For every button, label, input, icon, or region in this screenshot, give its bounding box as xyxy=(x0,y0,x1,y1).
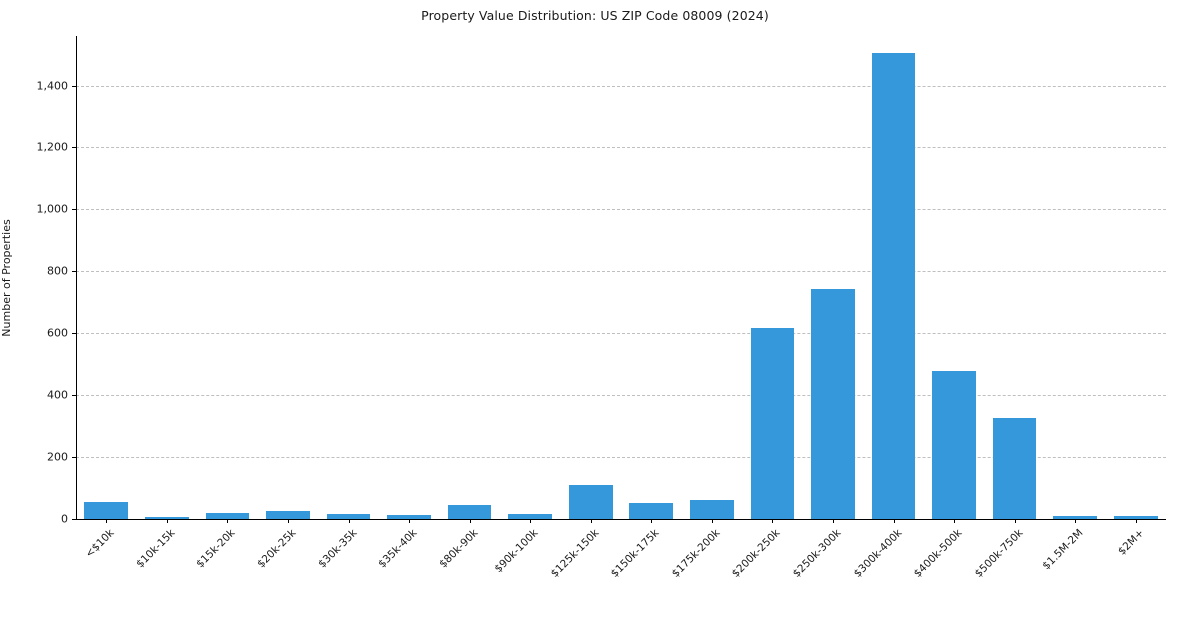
y-tick-mark xyxy=(72,209,76,211)
bar[interactable] xyxy=(387,515,431,519)
bar[interactable] xyxy=(568,484,613,519)
y-tick-label: 1,000 xyxy=(36,202,69,216)
x-tick-mark xyxy=(348,519,350,523)
bar[interactable] xyxy=(326,514,371,519)
bar[interactable] xyxy=(1053,515,1097,519)
y-tick-label: 400 xyxy=(47,388,68,402)
bar-series xyxy=(76,36,1166,519)
y-tick-label: 600 xyxy=(47,326,68,340)
bar[interactable] xyxy=(871,52,916,519)
x-tick-mark xyxy=(1075,519,1077,523)
chart-title: Property Value Distribution: US ZIP Code… xyxy=(421,8,769,23)
bar[interactable] xyxy=(205,513,250,519)
y-tick-mark xyxy=(72,457,76,459)
bar[interactable] xyxy=(508,514,552,519)
x-tick-mark xyxy=(832,519,834,523)
chart-figure: Property Value Distribution: US ZIP Code… xyxy=(0,8,1166,580)
gridline xyxy=(76,209,1166,211)
x-tick-mark xyxy=(893,519,895,523)
y-tick-mark xyxy=(72,271,76,273)
bar[interactable] xyxy=(84,501,129,519)
x-axis-line xyxy=(76,519,1166,520)
x-tick-mark xyxy=(106,519,108,523)
bar[interactable] xyxy=(690,500,734,519)
gridline xyxy=(76,457,1166,459)
gridline xyxy=(76,271,1166,273)
x-tick-mark xyxy=(1135,519,1137,523)
bar[interactable] xyxy=(750,327,795,519)
gridline xyxy=(76,85,1166,87)
y-tick-label: 0 xyxy=(61,512,68,526)
bar[interactable] xyxy=(932,371,976,519)
gridline xyxy=(76,333,1166,335)
x-tick-mark xyxy=(166,519,168,523)
x-tick-mark xyxy=(227,519,229,523)
x-tick-mark xyxy=(711,519,713,523)
x-tick-mark xyxy=(954,519,956,523)
y-tick-label: 1,200 xyxy=(36,140,69,154)
bar[interactable] xyxy=(447,505,492,519)
bar[interactable] xyxy=(266,511,310,519)
gridline xyxy=(76,395,1166,397)
y-tick-mark xyxy=(72,147,76,149)
bar[interactable] xyxy=(629,503,674,519)
y-tick-label: 200 xyxy=(47,450,68,464)
y-tick-mark xyxy=(72,85,76,87)
x-tick-mark xyxy=(590,519,592,523)
bar[interactable] xyxy=(992,418,1037,519)
y-tick-mark xyxy=(72,333,76,335)
x-tick-mark xyxy=(1014,519,1016,523)
gridline xyxy=(76,147,1166,149)
y-tick-mark xyxy=(72,519,76,520)
bar[interactable] xyxy=(145,517,189,519)
y-axis-tick-labels: 0 200 400 600 800 1,000 1,200 1,400 xyxy=(0,36,69,525)
x-tick-mark xyxy=(772,519,774,523)
y-tick-label: 1,400 xyxy=(36,79,69,93)
plot-area xyxy=(72,36,1166,520)
bar[interactable] xyxy=(1113,515,1158,519)
y-tick-mark xyxy=(72,395,76,397)
x-tick-mark xyxy=(651,519,653,523)
x-tick-mark xyxy=(530,519,532,523)
x-tick-mark xyxy=(469,519,471,523)
y-axis-line xyxy=(76,36,77,520)
bar[interactable] xyxy=(811,288,855,519)
x-tick-mark xyxy=(287,519,289,523)
y-tick-label: 800 xyxy=(47,264,68,278)
x-tick-mark xyxy=(409,519,411,523)
